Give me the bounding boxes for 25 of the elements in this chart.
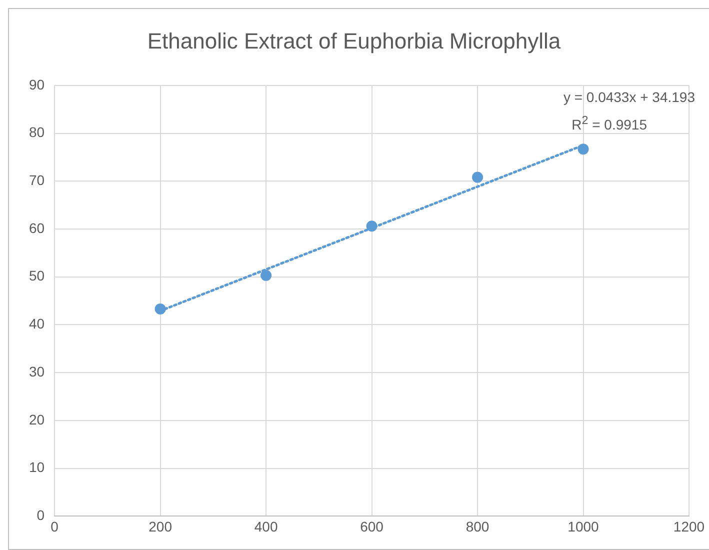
- point: [578, 144, 589, 155]
- point: [260, 270, 272, 281]
- y-tick-label: 20: [28, 411, 45, 428]
- point: [366, 220, 378, 232]
- y-tick-label: 10: [28, 459, 45, 476]
- chart-title: Ethanolic Extract of Euphorbia Microphylla: [147, 28, 562, 54]
- point: [472, 172, 484, 183]
- x-tick-label: 600: [360, 518, 384, 534]
- y-tick-label: 60: [28, 220, 45, 236]
- y-tick-label: 0: [36, 507, 45, 524]
- x-tick-label: 1000: [568, 518, 600, 534]
- y-tick-label: 40: [28, 316, 45, 332]
- y-tick-label: 50: [28, 268, 45, 284]
- y-tick-label: 90: [28, 76, 45, 92]
- y-tick-label: 70: [28, 172, 45, 188]
- annotation: y = 0.0433x + 34.193: [563, 89, 695, 105]
- x-tick-label: 1200: [673, 518, 705, 534]
- point: [154, 303, 166, 314]
- y-tick-label: 30: [28, 363, 45, 380]
- annotation: R$^{2}$ = 0.9915: [572, 114, 647, 133]
- y-tick-label: 80: [28, 124, 45, 140]
- x-tick-label: 400: [254, 518, 278, 534]
- x-tick-label: 800: [466, 518, 490, 534]
- x-tick-label: 200: [148, 518, 172, 534]
- x-tick-label: 0: [50, 518, 59, 534]
